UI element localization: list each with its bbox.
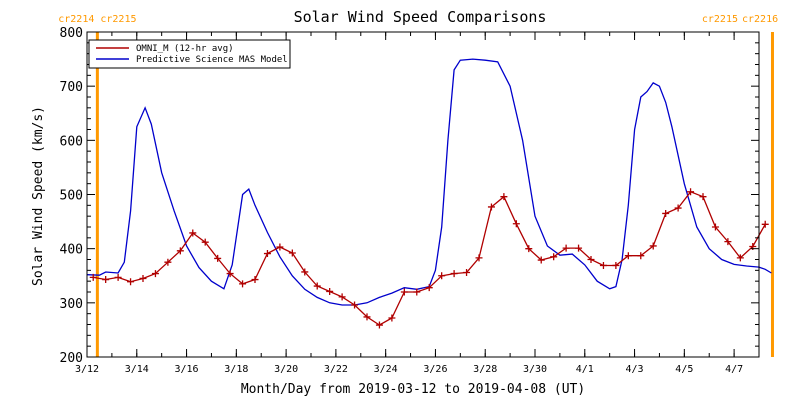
data-point-marker	[326, 287, 334, 295]
data-point-marker	[288, 249, 296, 257]
data-point-marker	[338, 293, 346, 301]
x-tick-label: 3/22	[324, 364, 348, 375]
data-point-marker	[301, 268, 309, 276]
x-tick-label: 3/16	[175, 364, 199, 375]
y-tick-label: 600	[60, 134, 83, 149]
x-axis-label: Month/Day from 2019-03-12 to 2019-04-08 …	[241, 382, 585, 397]
data-point-marker	[463, 269, 471, 276]
x-tick-label: 3/20	[274, 364, 298, 375]
y-tick-label: 200	[60, 351, 83, 366]
data-point-marker	[438, 272, 446, 280]
x-tick-label: 3/30	[523, 364, 547, 375]
series-lines	[86, 58, 772, 329]
legend: OMNI_M (12-hr avg)Predictive Science MAS…	[88, 39, 291, 69]
data-point-marker	[189, 229, 197, 237]
carrington-label-after: cr2215	[100, 14, 136, 25]
data-point-marker	[313, 282, 321, 290]
data-point-marker	[201, 238, 209, 246]
carrington-label-before: cr2215	[702, 14, 738, 25]
data-point-marker	[624, 252, 632, 260]
data-point-marker	[351, 301, 359, 309]
x-tick-label: 4/3	[626, 364, 644, 375]
x-tick-label: 3/24	[374, 364, 398, 375]
data-point-marker	[512, 220, 520, 228]
data-point-marker	[475, 254, 483, 262]
carrington-markers: cr2214 cr2215 cr2215 cr2216	[58, 14, 778, 357]
legend-label: Predictive Science MAS Model	[136, 55, 288, 65]
x-tick-label: 3/28	[473, 364, 497, 375]
data-point-marker	[487, 203, 495, 211]
data-point-marker	[525, 245, 533, 253]
data-point-marker	[239, 280, 247, 288]
data-point-marker	[537, 256, 545, 264]
data-point-marker	[400, 288, 408, 296]
data-point-marker	[450, 270, 458, 278]
data-point-marker	[263, 250, 271, 258]
data-point-marker	[724, 238, 732, 246]
data-point-marker	[127, 278, 135, 286]
data-point-marker	[139, 274, 147, 282]
data-point-marker	[151, 270, 159, 278]
data-point-marker	[363, 313, 371, 321]
data-point-marker	[102, 276, 110, 284]
x-tick-label: 3/26	[423, 364, 447, 375]
series-line-1	[86, 58, 772, 306]
axes: 200 300 400 500 600 700 800 3/12 3/14 3/16 3/18 3/2…	[60, 26, 760, 375]
y-tick-label: 800	[60, 26, 83, 41]
data-point-marker	[413, 288, 421, 296]
y-axis-label: Solar Wind Speed (km/s)	[31, 106, 46, 286]
data-point-marker	[114, 273, 122, 281]
chart-title: Solar Wind Speed Comparisons	[294, 8, 547, 26]
data-point-marker	[761, 220, 769, 228]
data-point-marker	[425, 284, 433, 292]
y-tick-label: 400	[60, 243, 83, 258]
data-point-marker	[736, 254, 744, 262]
data-point-marker	[251, 276, 259, 284]
data-point-marker	[226, 270, 234, 278]
data-point-marker	[687, 188, 695, 196]
data-point-marker	[662, 209, 670, 217]
carrington-label-before: cr2214	[58, 14, 94, 25]
data-point-marker	[276, 243, 284, 251]
data-point-marker	[375, 321, 383, 329]
y-tick-label: 300	[60, 297, 83, 312]
carrington-label-after: cr2216	[742, 14, 778, 25]
data-point-marker	[562, 244, 570, 252]
data-point-marker	[599, 261, 607, 269]
data-point-marker	[214, 254, 222, 262]
data-point-marker	[587, 256, 595, 263]
x-tick-label: 4/1	[576, 364, 594, 375]
data-point-marker	[89, 273, 97, 281]
x-tick-label: 4/5	[675, 364, 693, 375]
legend-label: OMNI_M (12-hr avg)	[136, 44, 234, 54]
data-point-marker	[674, 204, 682, 212]
y-tick-label: 500	[60, 189, 83, 204]
data-point-marker	[637, 252, 645, 260]
data-point-marker	[699, 193, 707, 201]
data-point-marker	[612, 261, 620, 269]
data-point-marker	[711, 223, 719, 231]
data-point-marker	[164, 258, 172, 266]
data-point-marker	[575, 244, 583, 252]
data-point-marker	[550, 253, 558, 261]
x-tick-label: 4/7	[725, 364, 743, 375]
data-point-marker	[388, 314, 396, 322]
x-tick-label: 3/18	[224, 364, 248, 375]
x-tick-label: 3/12	[75, 364, 99, 375]
data-point-marker	[176, 247, 184, 255]
legend-box	[88, 39, 291, 69]
y-tick-label: 700	[60, 80, 83, 95]
x-tick-label: 3/14	[125, 364, 149, 375]
data-point-marker	[500, 193, 508, 201]
data-point-marker	[649, 242, 657, 250]
